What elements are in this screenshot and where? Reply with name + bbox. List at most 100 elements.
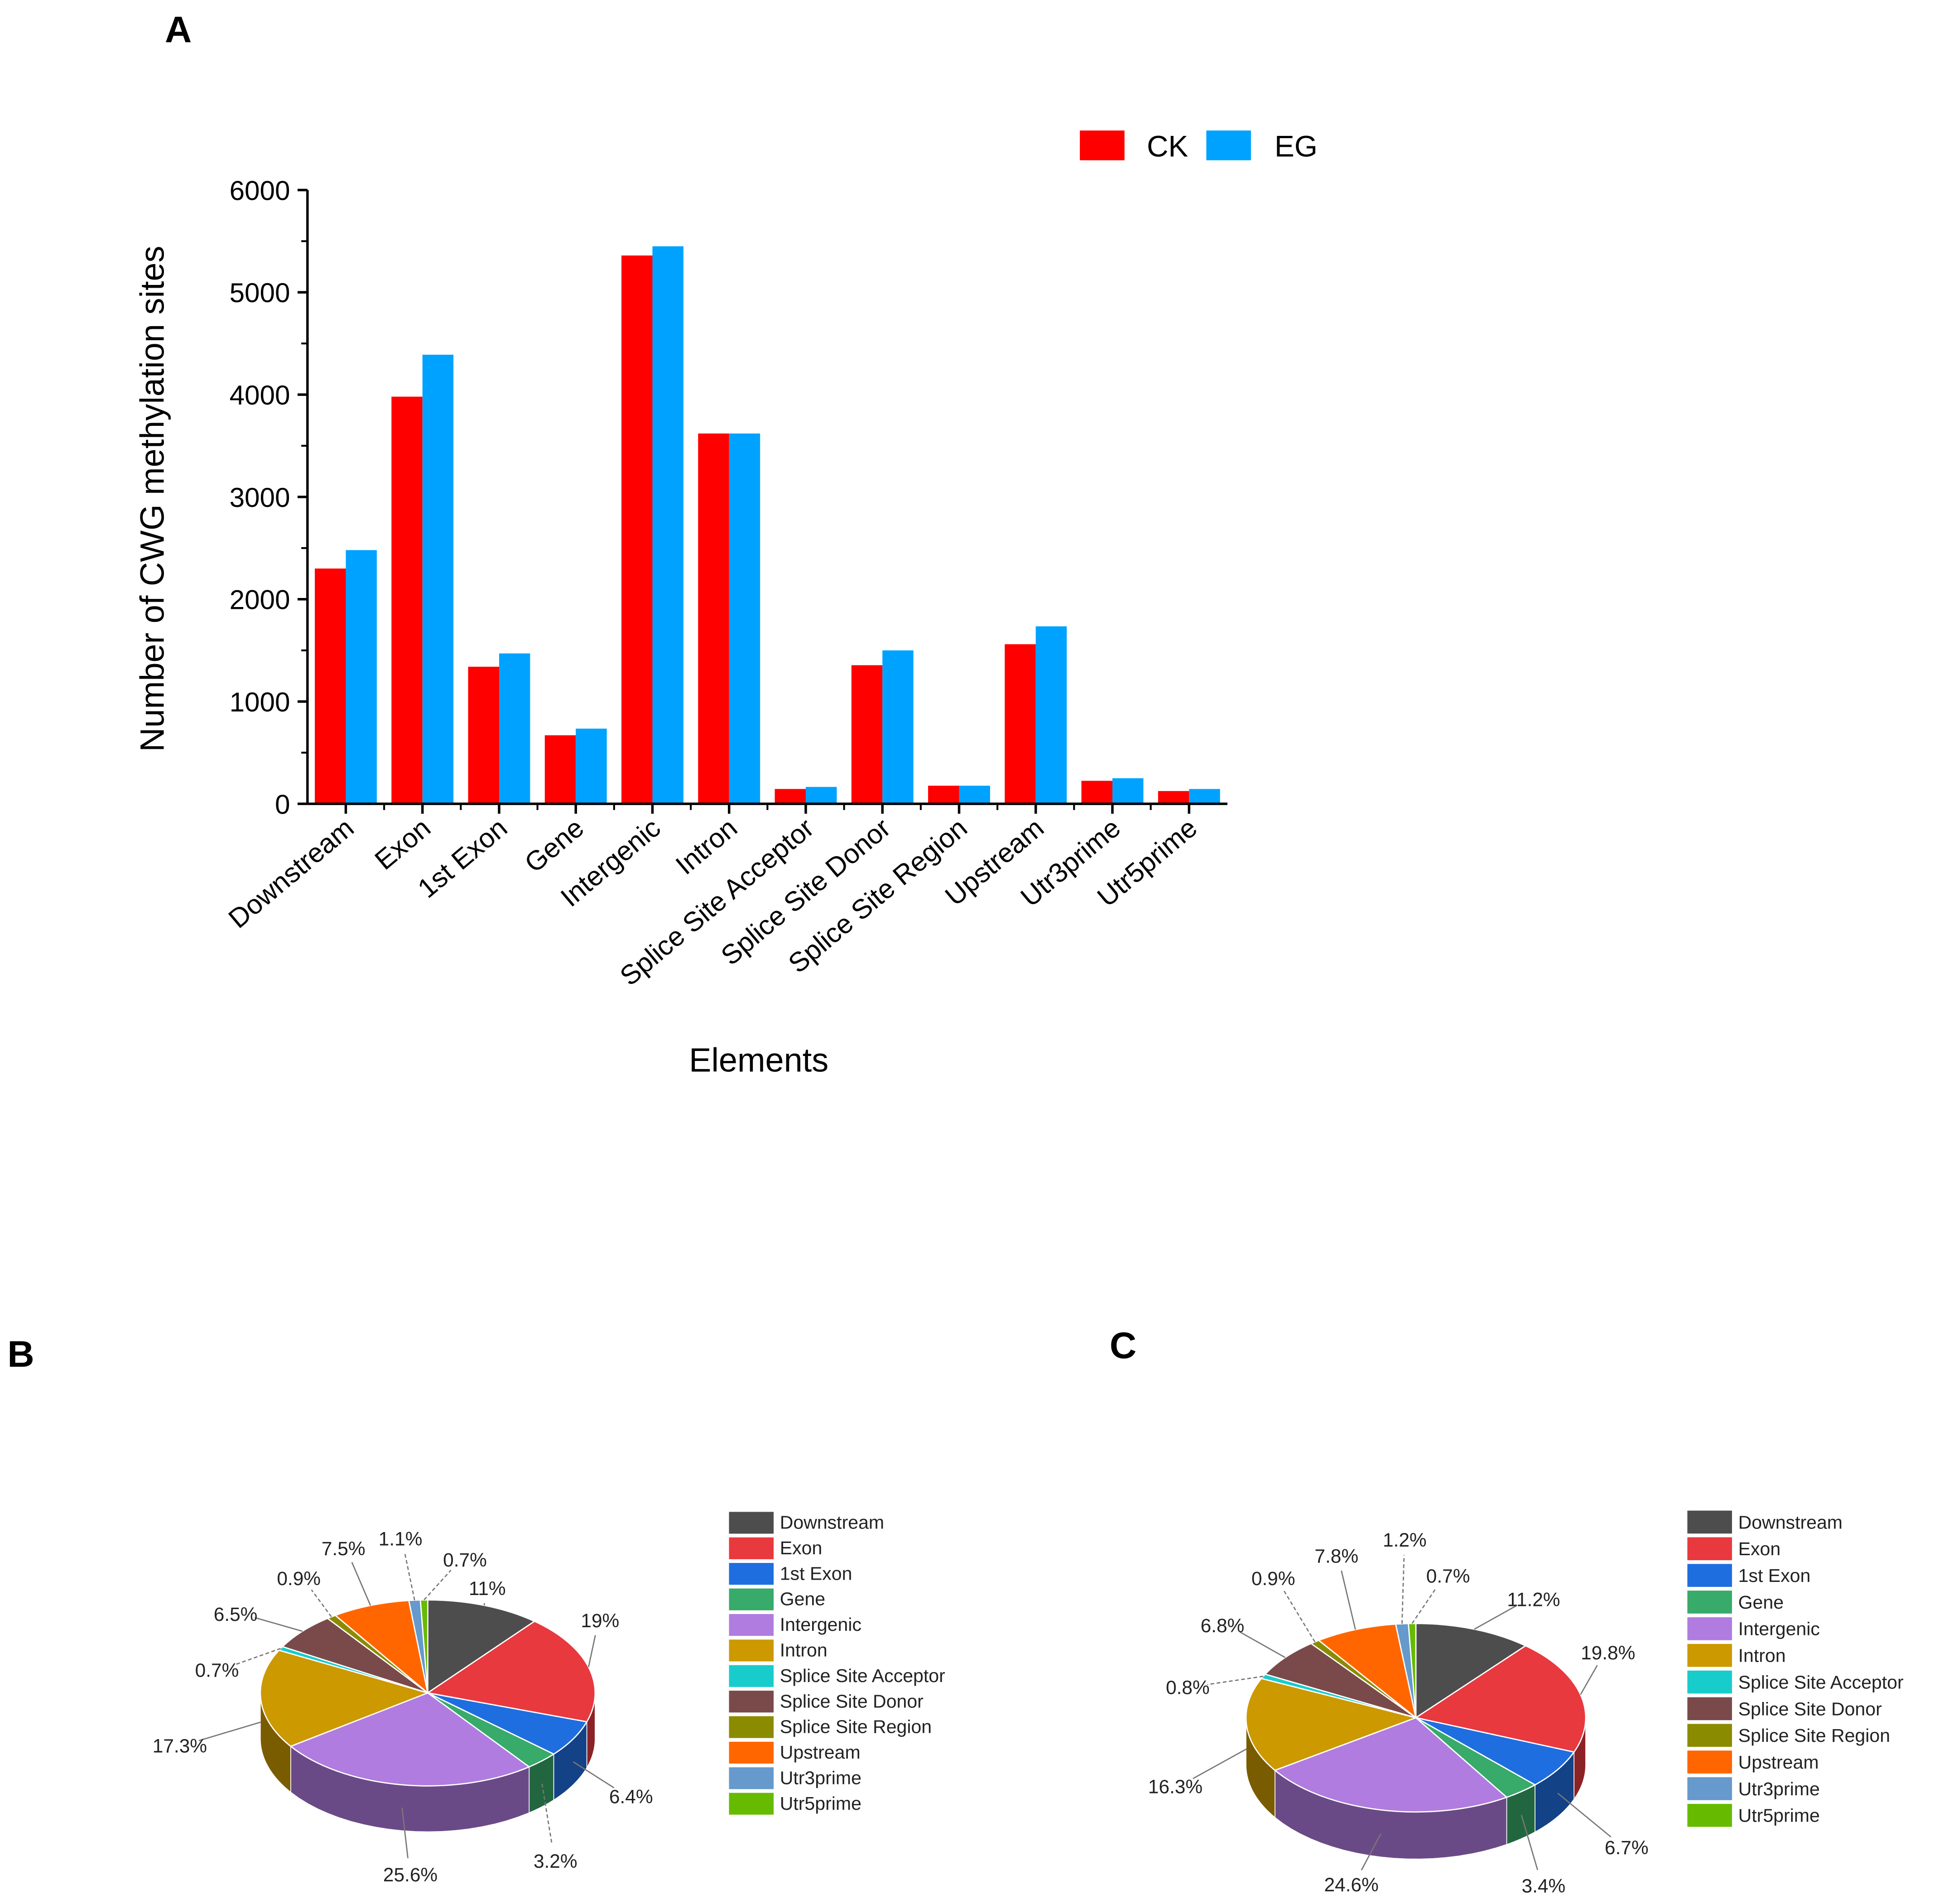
legend-label: Exon: [780, 1538, 823, 1558]
pie-value-label: 16.3%: [1148, 1776, 1203, 1798]
bar-ck: [391, 396, 423, 804]
bar-ck: [698, 433, 729, 804]
pie-value-label: 1.2%: [1383, 1529, 1427, 1551]
legend-label: Gene: [780, 1589, 825, 1610]
legend-swatch: [729, 1665, 774, 1687]
pie-value-label: 1.1%: [379, 1528, 423, 1549]
pie-slice-1st-exon: [1415, 1717, 1575, 1786]
bar-ck: [544, 735, 576, 804]
pie-value-label: 3.4%: [1522, 1875, 1566, 1897]
pie-leader-line: [1521, 1815, 1539, 1870]
pie-value-label: 19%: [581, 1610, 619, 1631]
pie-slice-intergenic: [1274, 1717, 1508, 1813]
pie-value-label: 0.9%: [1251, 1568, 1295, 1589]
legend-swatch: [729, 1741, 774, 1764]
legend-swatch: [1687, 1697, 1732, 1721]
legend-label: Splice Site Donor: [780, 1691, 924, 1711]
legend-swatch: [1687, 1591, 1732, 1614]
y-tick-label: 0: [275, 789, 290, 819]
panel-label-b: B: [7, 1334, 34, 1375]
pie-value-label: 7.8%: [1314, 1546, 1358, 1567]
bar-ck: [775, 789, 806, 804]
legend-label: Downstream: [1738, 1512, 1843, 1533]
y-tick-label: 1000: [230, 686, 290, 717]
pie-leader-line: [483, 1603, 486, 1606]
bar-eg: [499, 653, 530, 804]
bar-eg: [1112, 778, 1144, 804]
bar-ck: [928, 786, 959, 804]
legend-label: Exon: [1738, 1538, 1781, 1559]
legend-swatch: [729, 1691, 774, 1713]
pie-chart-c: 11.2% 19.8% 6.7% 3.4% 24.6% 16.3% 0.8% 6.8% 0.9%…: [1148, 1510, 1904, 1897]
legend-label: 1st Exon: [1738, 1565, 1811, 1586]
pie-slice-intron: [1245, 1677, 1418, 1771]
legend-label: Gene: [1738, 1592, 1784, 1613]
legend-swatch: [729, 1563, 774, 1585]
legend-swatch: [1687, 1803, 1732, 1827]
pie-slice-1st-exon: [427, 1692, 588, 1755]
bar-eg: [959, 786, 990, 804]
pie-value-label: 0.9%: [277, 1568, 321, 1589]
pie-value-label: 17.3%: [153, 1735, 207, 1756]
legend-swatch: [729, 1767, 774, 1789]
pie-leader-line: [1411, 1587, 1437, 1624]
pie-value-label: 0.7%: [443, 1549, 487, 1571]
bar-ck: [621, 255, 653, 804]
legend-label: Downstream: [780, 1512, 884, 1533]
panel-label-a: A: [165, 10, 192, 51]
bar-eg: [422, 355, 454, 804]
legend-swatch: [1687, 1750, 1732, 1774]
legend-label: Splice Site Region: [780, 1716, 932, 1737]
pie-value-label: 7.5%: [322, 1538, 366, 1559]
pie-slice-upstream: [334, 1600, 429, 1695]
pie-leader-line: [1557, 1793, 1612, 1838]
legend-label: Utr5prime: [780, 1793, 861, 1814]
pie-slice-intergenic: [289, 1692, 531, 1787]
x-tick-label: Downstream: [222, 812, 360, 934]
y-tick-label: 2000: [230, 584, 290, 615]
legend-swatch: [729, 1639, 774, 1662]
legend-swatch: [729, 1588, 774, 1610]
pie-leader-line: [255, 1617, 303, 1632]
pie-value-label: 0.8%: [1166, 1677, 1210, 1698]
bar-eg: [882, 650, 914, 804]
legend-label: Utr5prime: [1738, 1805, 1820, 1826]
legend-label-eg: EG: [1275, 130, 1318, 163]
pie-leader-line: [351, 1562, 371, 1606]
pie-value-label: 6.5%: [214, 1604, 258, 1625]
legend-label: Intergenic: [780, 1614, 861, 1635]
legend-label: Intron: [1738, 1645, 1786, 1666]
pie-leader-line: [573, 1761, 615, 1788]
bars: [315, 246, 1220, 804]
legend-label: Intron: [780, 1640, 828, 1661]
bar-ck: [1005, 644, 1036, 804]
legend-swatch: [729, 1716, 774, 1738]
pie-value-label: 24.6%: [1324, 1874, 1378, 1895]
pie-leader-line: [1207, 1676, 1264, 1685]
legend-swatch: [1687, 1537, 1732, 1561]
pie-value-label: 6.7%: [1605, 1837, 1649, 1858]
bar-ck: [1158, 791, 1189, 804]
bar-ck: [315, 569, 346, 804]
legend-swatch: [729, 1793, 774, 1815]
legend-swatch: [729, 1512, 774, 1534]
pie-value-label: 19.8%: [1581, 1642, 1635, 1663]
pie-leader-line: [198, 1721, 261, 1741]
pie-leader-line: [541, 1783, 553, 1845]
pie-value-label: 3.2%: [534, 1851, 577, 1872]
legend-swatch: [1687, 1670, 1732, 1694]
bar-ck: [468, 666, 499, 804]
bar-eg: [576, 728, 607, 804]
bar-eg: [805, 787, 837, 804]
legend-label: Splice Site Acceptor: [780, 1665, 945, 1686]
legend-label: Upstream: [1738, 1752, 1819, 1773]
legend-swatch: [1687, 1724, 1732, 1747]
x-tick-label: Exon: [369, 812, 436, 875]
pie-value-label: 0.7%: [195, 1659, 239, 1681]
legend-label: Splice Site Acceptor: [1738, 1672, 1904, 1692]
legend-swatch: [1687, 1510, 1732, 1534]
bar-eg: [652, 246, 683, 804]
x-axis-title: Elements: [689, 1041, 828, 1079]
